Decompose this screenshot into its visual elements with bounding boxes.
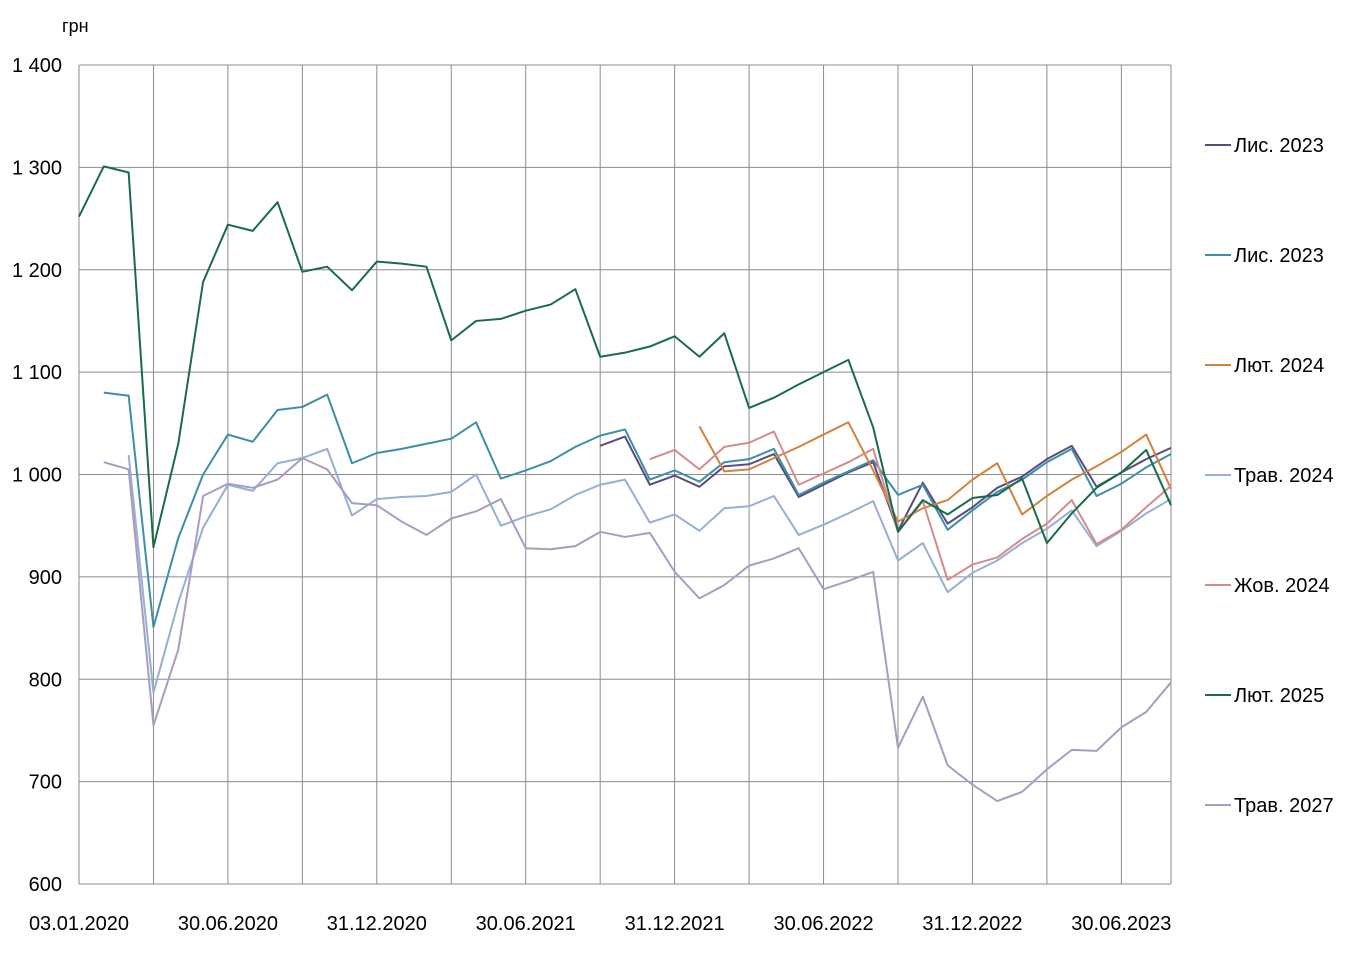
- axes: грн 600 700 800 900 1 000 1 100 1 200 1 300 1 40…: [12, 16, 1171, 935]
- y-tick-label: 1 300: [12, 157, 62, 179]
- series-line: [103, 391, 1172, 629]
- legend-label: Лют. 2024: [1234, 355, 1324, 377]
- legend-label: Лют. 2025: [1234, 685, 1324, 707]
- legend-label: Трав. 2024: [1234, 465, 1334, 487]
- legend-label: Лис. 2023: [1234, 135, 1324, 157]
- series-2: [103, 391, 1172, 629]
- x-tick-label: 31.12.2020: [327, 913, 427, 935]
- series-7: [103, 457, 1172, 803]
- series-line: [103, 457, 1172, 803]
- x-tick-label: 31.12.2022: [922, 913, 1022, 935]
- x-tick-label: 30.06.2023: [1071, 913, 1171, 935]
- legend-label: Жов. 2024: [1234, 575, 1330, 597]
- y-tick-label: 700: [29, 772, 62, 794]
- x-tick-label: 30.06.2020: [178, 913, 278, 935]
- x-tick-label: 30.06.2021: [476, 913, 576, 935]
- series-lines: [78, 165, 1172, 803]
- series-line: [698, 421, 1172, 523]
- x-tick-label: 31.12.2021: [625, 913, 725, 935]
- y-tick-label: 1 200: [12, 260, 62, 282]
- legend-label: Лис. 2023: [1234, 245, 1324, 267]
- y-tick-label: 1 400: [12, 55, 62, 77]
- y-tick-label: 800: [29, 669, 62, 691]
- y-tick-label: 600: [29, 874, 62, 896]
- series-6: [78, 165, 1172, 549]
- y-axis-unit-label: грн: [62, 16, 89, 36]
- y-tick-label: 1 100: [12, 362, 62, 384]
- legend: Лис. 2023 Лис. 2023 Лют. 2024 Трав. 2024 Жов…: [1205, 135, 1334, 817]
- series-line: [78, 165, 1172, 549]
- y-tick-label: 900: [29, 567, 62, 589]
- x-tick-label: 30.06.2022: [773, 913, 873, 935]
- legend-label: Трав. 2027: [1234, 795, 1334, 817]
- grid-lines: [78, 64, 1172, 885]
- x-tick-label: 03.01.2020: [29, 913, 129, 935]
- series-3: [698, 421, 1172, 523]
- y-tick-label: 1 000: [12, 465, 62, 487]
